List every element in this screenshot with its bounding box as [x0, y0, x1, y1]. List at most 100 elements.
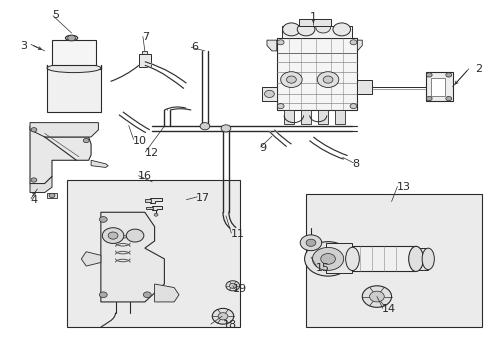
Circle shape: [369, 291, 384, 302]
Text: 19: 19: [233, 284, 247, 294]
Polygon shape: [101, 212, 164, 302]
Circle shape: [350, 104, 357, 109]
Ellipse shape: [66, 35, 77, 41]
Circle shape: [362, 286, 392, 307]
Polygon shape: [152, 206, 162, 211]
Text: 12: 12: [145, 148, 159, 158]
Circle shape: [68, 35, 75, 41]
Circle shape: [446, 73, 452, 77]
Polygon shape: [150, 198, 162, 203]
Text: 15: 15: [316, 263, 330, 273]
Circle shape: [83, 138, 89, 143]
Polygon shape: [155, 284, 179, 302]
Circle shape: [281, 72, 302, 87]
Bar: [352, 246, 416, 271]
Circle shape: [200, 123, 210, 130]
Circle shape: [446, 96, 452, 101]
Polygon shape: [91, 160, 108, 167]
Circle shape: [306, 239, 316, 246]
Circle shape: [99, 292, 107, 298]
Text: 11: 11: [230, 229, 245, 239]
Circle shape: [321, 253, 335, 264]
Circle shape: [313, 247, 343, 270]
Circle shape: [154, 213, 158, 216]
Circle shape: [297, 23, 315, 36]
Polygon shape: [47, 193, 57, 198]
Text: 4: 4: [30, 195, 37, 205]
Bar: [335, 110, 345, 125]
Circle shape: [350, 40, 357, 45]
Bar: [284, 110, 294, 125]
Text: 16: 16: [138, 171, 151, 181]
Polygon shape: [282, 26, 352, 39]
Circle shape: [318, 72, 339, 87]
Circle shape: [144, 292, 151, 298]
Polygon shape: [277, 39, 357, 110]
Circle shape: [333, 23, 350, 36]
Text: 18: 18: [223, 320, 237, 330]
Bar: [416, 248, 428, 270]
Bar: [70, 35, 74, 39]
Text: 6: 6: [191, 42, 198, 52]
Ellipse shape: [47, 64, 101, 73]
Bar: [52, 40, 96, 65]
Bar: [145, 199, 151, 202]
Circle shape: [287, 76, 296, 83]
Circle shape: [426, 96, 432, 101]
Circle shape: [226, 281, 240, 291]
Text: 9: 9: [260, 143, 267, 153]
Bar: [147, 207, 153, 210]
Bar: [301, 110, 311, 125]
Polygon shape: [357, 80, 372, 94]
Bar: [139, 54, 151, 67]
Circle shape: [102, 228, 124, 243]
Circle shape: [212, 309, 234, 324]
Text: 13: 13: [396, 182, 411, 192]
Bar: [426, 72, 453, 101]
Circle shape: [31, 128, 37, 132]
Circle shape: [126, 229, 144, 242]
Circle shape: [221, 125, 231, 132]
Circle shape: [323, 76, 333, 83]
Polygon shape: [357, 40, 362, 51]
Text: 5: 5: [52, 10, 59, 20]
Circle shape: [99, 217, 107, 222]
Polygon shape: [262, 87, 277, 101]
Circle shape: [277, 104, 284, 109]
Circle shape: [49, 193, 55, 198]
Polygon shape: [267, 40, 277, 51]
Circle shape: [305, 242, 351, 276]
Ellipse shape: [409, 246, 423, 271]
Text: 14: 14: [382, 304, 396, 314]
Bar: [306, 194, 482, 327]
Circle shape: [277, 40, 284, 45]
Circle shape: [229, 283, 236, 288]
Text: 1: 1: [310, 12, 317, 22]
Circle shape: [300, 235, 322, 251]
Polygon shape: [326, 243, 352, 273]
Circle shape: [316, 22, 331, 33]
Ellipse shape: [422, 248, 434, 270]
Bar: [67, 180, 240, 327]
Bar: [47, 69, 101, 112]
Circle shape: [426, 73, 432, 77]
Bar: [299, 19, 331, 26]
Circle shape: [31, 178, 37, 182]
Circle shape: [218, 313, 228, 320]
Text: 8: 8: [352, 159, 360, 169]
Text: 10: 10: [133, 136, 147, 145]
Text: 2: 2: [475, 64, 482, 74]
Text: 17: 17: [196, 193, 210, 203]
Text: 3: 3: [20, 41, 27, 50]
Polygon shape: [30, 126, 91, 184]
Circle shape: [283, 23, 300, 36]
Polygon shape: [81, 252, 101, 266]
Text: 7: 7: [143, 32, 149, 41]
Polygon shape: [30, 176, 52, 193]
Circle shape: [108, 232, 118, 239]
Bar: [431, 78, 445, 96]
Polygon shape: [30, 123, 98, 137]
Circle shape: [265, 90, 274, 98]
Bar: [318, 110, 328, 125]
Bar: [143, 51, 147, 54]
